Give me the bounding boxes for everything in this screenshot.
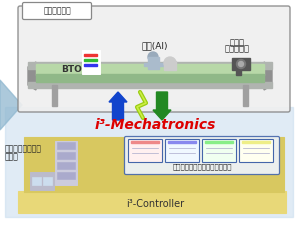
Bar xyxy=(43,177,52,185)
Bar xyxy=(57,162,75,169)
Text: の提供: の提供 xyxy=(5,153,19,162)
Text: ビッグ: ビッグ xyxy=(230,38,244,47)
Text: i³-Mechatronics: i³-Mechatronics xyxy=(94,118,216,132)
Bar xyxy=(5,107,293,217)
Bar xyxy=(159,63,164,66)
Bar xyxy=(52,85,57,106)
Bar xyxy=(28,62,272,69)
Polygon shape xyxy=(264,62,272,90)
FancyBboxPatch shape xyxy=(239,140,274,162)
Bar xyxy=(232,58,250,70)
FancyBboxPatch shape xyxy=(18,6,290,112)
FancyBboxPatch shape xyxy=(166,140,200,162)
Bar xyxy=(36,74,264,82)
Circle shape xyxy=(238,61,244,67)
Bar xyxy=(148,57,159,69)
Polygon shape xyxy=(28,62,36,90)
Text: つながるシステム: つながるシステム xyxy=(5,144,42,153)
Bar xyxy=(243,85,248,106)
Circle shape xyxy=(164,57,176,69)
Bar xyxy=(205,140,233,143)
Text: 学習(AI): 学習(AI) xyxy=(142,41,168,50)
Circle shape xyxy=(148,52,158,62)
Text: デジタルデータソリューション: デジタルデータソリューション xyxy=(172,164,232,170)
Bar xyxy=(84,63,97,66)
Bar xyxy=(164,61,176,70)
FancyArrow shape xyxy=(153,92,171,120)
FancyBboxPatch shape xyxy=(124,137,280,175)
Bar xyxy=(131,140,159,143)
FancyBboxPatch shape xyxy=(202,140,236,162)
Circle shape xyxy=(236,59,245,68)
FancyBboxPatch shape xyxy=(22,2,92,20)
Bar xyxy=(24,137,284,192)
Bar xyxy=(242,140,270,143)
Bar xyxy=(84,54,97,56)
Bar xyxy=(30,172,54,190)
Polygon shape xyxy=(0,80,22,130)
Bar xyxy=(57,172,75,179)
Bar xyxy=(55,141,77,185)
FancyArrow shape xyxy=(109,92,127,120)
Bar xyxy=(57,152,75,159)
Bar xyxy=(236,69,241,75)
Bar xyxy=(82,50,100,74)
Bar xyxy=(168,140,196,143)
Bar xyxy=(28,82,272,88)
Bar xyxy=(18,191,286,213)
FancyBboxPatch shape xyxy=(128,140,163,162)
Text: BTO: BTO xyxy=(61,65,82,74)
Text: データ解析: データ解析 xyxy=(224,44,250,53)
Bar xyxy=(57,142,75,149)
Bar xyxy=(32,177,41,185)
Bar xyxy=(84,58,97,61)
Text: i³-Controller: i³-Controller xyxy=(126,199,184,209)
Bar xyxy=(36,64,264,75)
Bar xyxy=(144,63,149,66)
Text: 基帹システム: 基帹システム xyxy=(43,7,71,16)
